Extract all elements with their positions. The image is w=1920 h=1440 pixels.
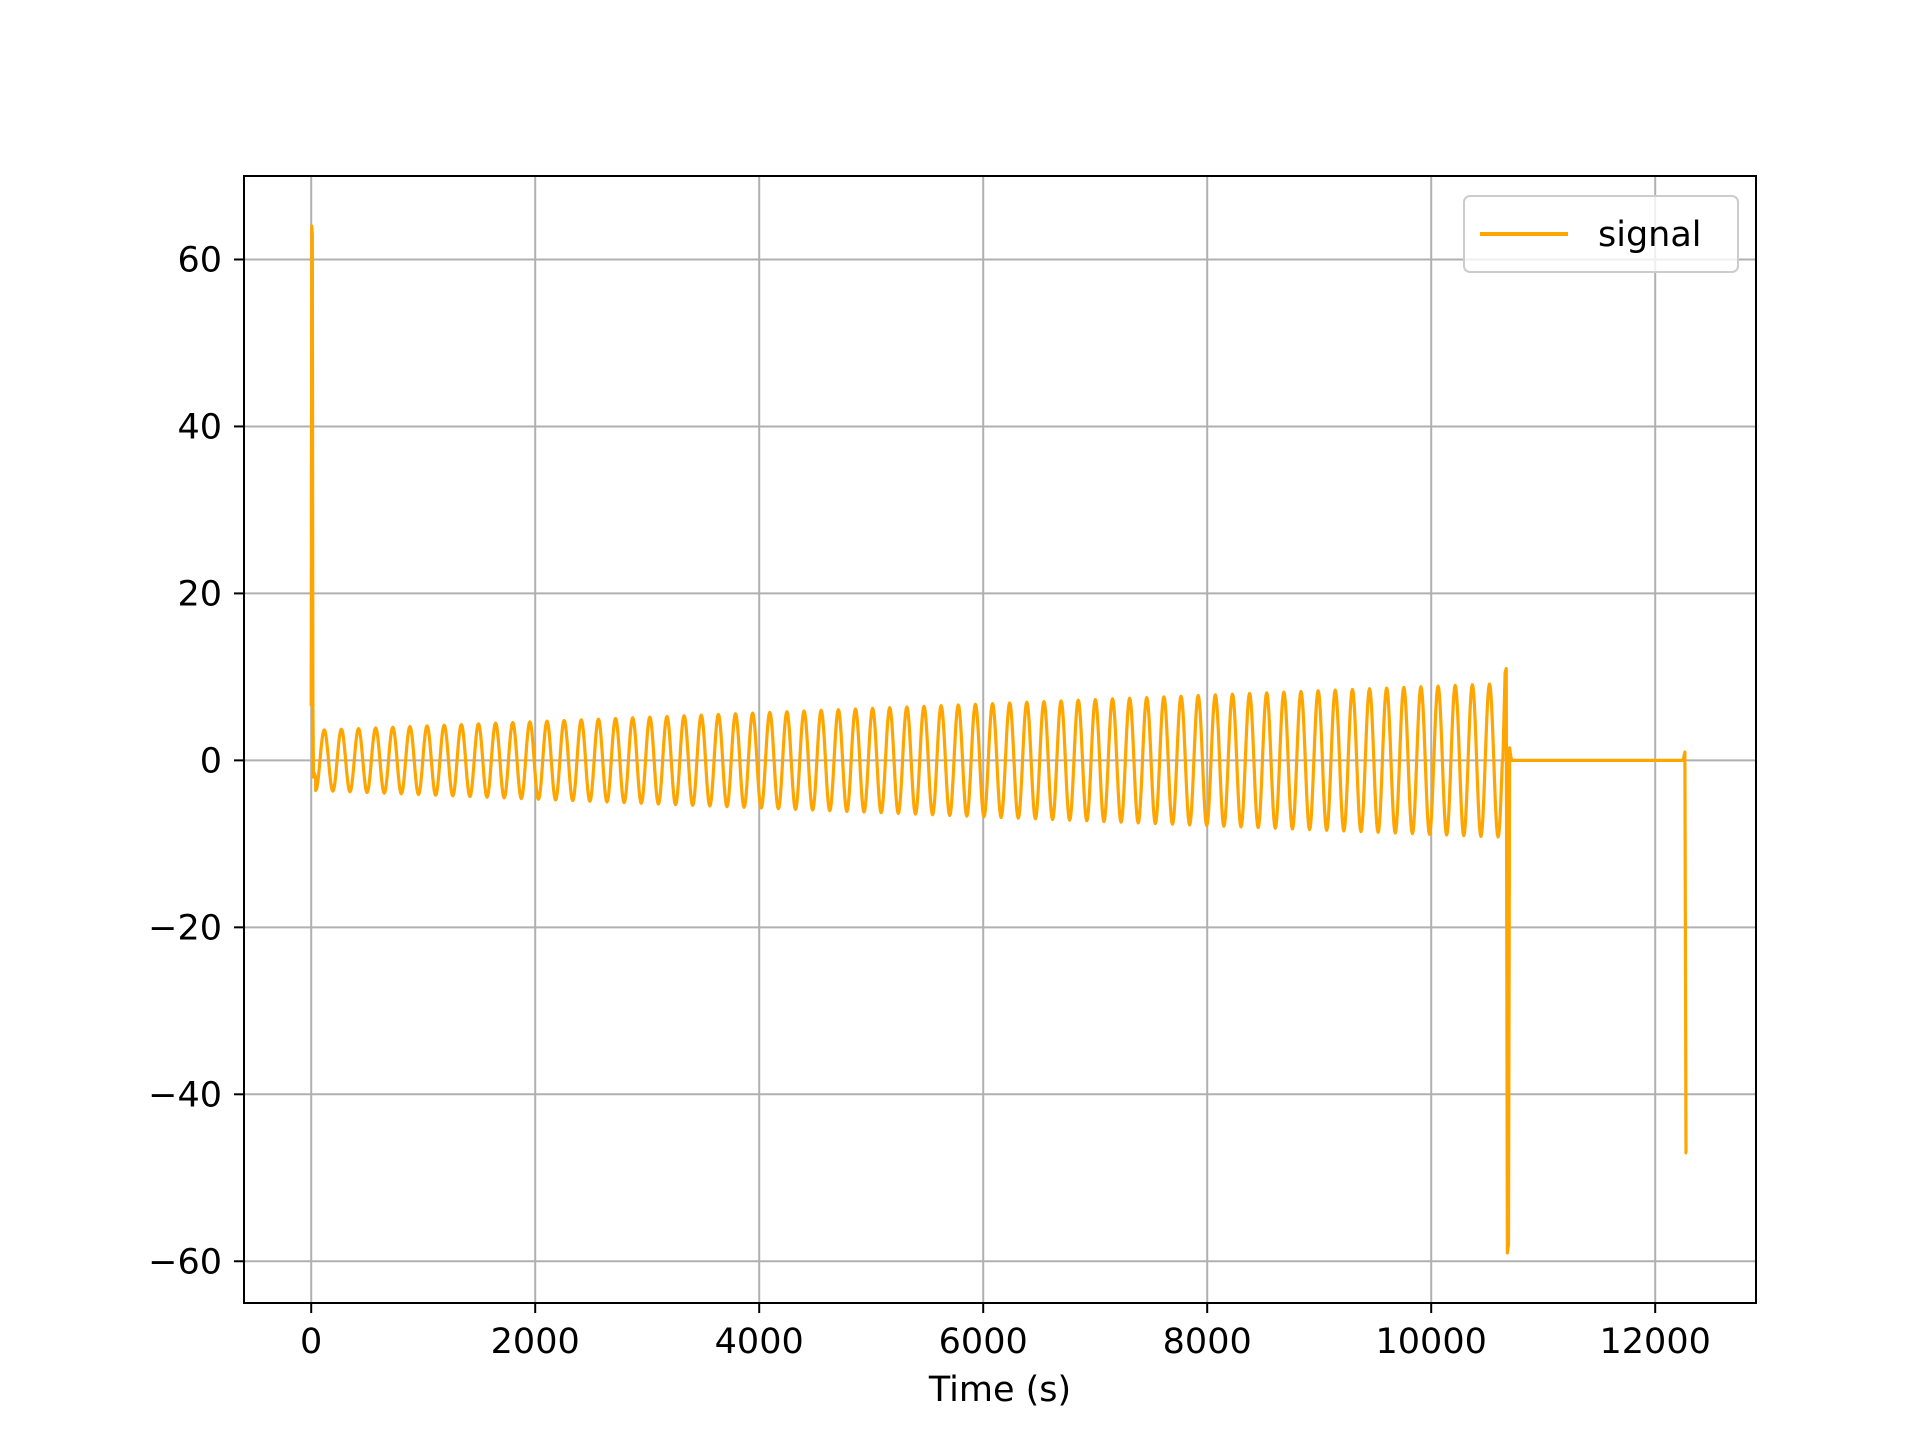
series-line-signal — [309, 224, 1688, 1255]
y-tick-label: −20 — [148, 908, 222, 948]
x-axis-ticks: 0 2000 4000 6000 8000 10000 12000 — [300, 1303, 1711, 1362]
y-tick-label: 0 — [200, 741, 222, 781]
x-tick-label: 4000 — [715, 1322, 804, 1362]
x-tick-label: 8000 — [1163, 1322, 1252, 1362]
y-tick-label: 40 — [177, 407, 222, 447]
grid — [244, 176, 1756, 1303]
y-tick-label: −40 — [148, 1075, 222, 1115]
x-tick-label: 2000 — [491, 1322, 580, 1362]
y-tick-label: 60 — [177, 240, 222, 280]
x-tick-label: 12000 — [1600, 1322, 1711, 1362]
legend: signal — [1463, 195, 1739, 273]
x-tick-label: 6000 — [939, 1322, 1028, 1362]
y-axis-ticks: −60 −40 −20 0 20 40 60 — [148, 240, 244, 1282]
y-tick-label: −60 — [148, 1242, 222, 1282]
y-tick-label: 20 — [177, 574, 222, 614]
x-tick-label: 0 — [300, 1322, 322, 1362]
series-layer — [309, 224, 1688, 1255]
plot-frame — [243, 175, 1757, 1304]
legend-label-signal: signal — [1598, 215, 1702, 255]
x-tick-label: 10000 — [1376, 1322, 1487, 1362]
legend-box — [1463, 195, 1739, 273]
x-axis-title: Time (s) — [928, 1370, 1071, 1410]
